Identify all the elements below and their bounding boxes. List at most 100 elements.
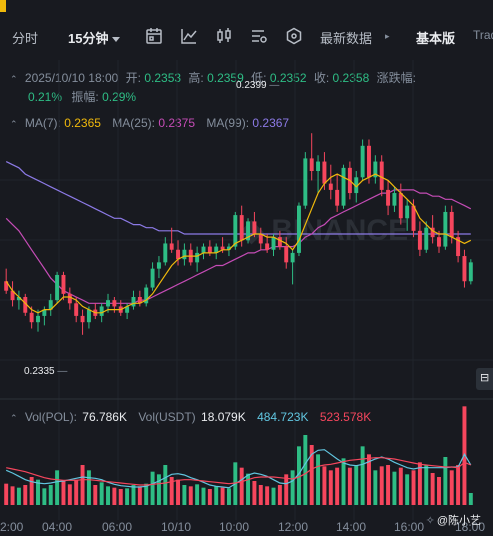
volume-bar [163,465,168,505]
volume-bar [284,474,289,505]
vol-usdt-label: Vol(USDT) [138,410,196,424]
volume-bar [10,486,15,505]
volume-bar [309,445,314,505]
candle-body [67,293,72,304]
candle-body [468,262,473,282]
volume-bar [449,470,454,505]
candle-body [386,189,391,206]
candle-body [271,237,276,250]
open-label: 开: [125,71,141,85]
volume-bar [195,484,200,505]
candle-body [144,287,149,304]
candle-body [169,243,174,250]
candle-datetime: 2025/10/10 18:00 [24,71,119,85]
volume-bar [74,479,79,505]
volume-bar [42,488,47,505]
candle-body [29,312,34,323]
vol-pol-value: 76.786K [82,410,127,424]
candle-body [246,221,251,241]
high-marker-value: 0.2399 [236,80,267,91]
ma99-label: MA(99): [206,116,250,130]
candle-body [316,161,321,171]
ma99-line [5,161,471,235]
indicator-line-icon[interactable] [180,27,198,45]
volume-bar [201,487,206,505]
x-tick: 16:00 [394,520,425,534]
volume-bar [67,484,72,505]
volume-bar [188,486,193,505]
high-label: 高: [188,71,204,85]
volume-bar [347,467,352,505]
volume-bar [456,465,461,505]
collapse-arrow-icon[interactable]: ⌃ [10,74,18,84]
candle-body [201,246,206,253]
panel-toggle-icon: ⊟ [480,372,490,384]
candle-body [335,189,340,206]
calendar-icon[interactable] [145,27,163,45]
volume-bar [36,479,40,505]
change-label: 涨跌幅: [376,71,416,85]
volume-bar [16,487,21,505]
candle-body [74,303,79,316]
collapse-arrow-icon[interactable]: ⌃ [10,119,18,129]
ma99-value: 0.2367 [252,116,290,130]
volume-bar [322,466,327,505]
hexagon-settings-icon[interactable] [285,27,303,45]
volume-bar [417,462,422,505]
candle-body [125,306,130,313]
candle-body [36,315,40,323]
ohlc-row-2: 0.21% 振幅: 0.29% [28,88,136,105]
volume-bar [354,465,359,505]
tab-basic-version[interactable]: 基本版 [416,31,456,46]
candle-body [309,158,314,171]
volume-bar [93,485,98,505]
volume-bar [316,454,321,505]
high-value: 0.2359 [207,71,244,85]
volume-bar [150,471,155,505]
volume-bar [55,470,60,505]
volume-bar [214,486,219,505]
volume-bar [99,482,104,505]
volume-bar [443,457,448,505]
candle-body [354,177,359,194]
candle-body [48,300,53,310]
volume-bar [290,470,295,505]
candle-body [360,145,365,178]
volume-bar [271,487,276,505]
volume-bar [131,485,136,505]
collapse-arrow-icon[interactable]: ⌃ [10,413,18,423]
candle-body [398,193,403,219]
candle-body [367,145,371,178]
candle-body [226,246,231,250]
candle-style-icon[interactable] [215,27,233,45]
volume-bar [106,486,110,505]
tab-time-sharing[interactable]: 分时 [12,31,39,46]
vol-ma5-value: 484.723K [257,410,309,424]
candle-body [303,158,308,206]
x-tick: 18:00 [455,520,486,534]
candle-body [437,237,441,247]
candle-body [156,262,161,269]
low-label: 低: [251,71,267,85]
tab-latest-data[interactable]: 最新数据 [320,31,373,46]
candle-body [322,161,327,184]
more-indicator-icon[interactable]: ▸ [385,31,390,41]
candle-body [137,297,142,304]
vol-ma10-line [6,457,472,486]
close-label: 收: [313,71,330,85]
candle-body [23,297,28,313]
volume-bar [23,485,28,505]
volume-bar [252,481,257,505]
volume-bar [386,465,391,505]
price-chart[interactable]: ◆ BINANCE [0,60,493,520]
tab-tradingview[interactable]: Trad [473,28,493,42]
side-panel-tab[interactable]: ⊟ [476,368,493,390]
volume-bar [411,470,416,505]
tab-interval-15m[interactable]: 15分钟 [68,28,121,47]
volume-bar [437,477,441,505]
volume-bar [246,473,251,505]
candle-body [392,193,397,206]
chart-settings-icon[interactable] [250,27,268,45]
volume-bar [424,465,429,505]
volume-bar [392,471,397,505]
